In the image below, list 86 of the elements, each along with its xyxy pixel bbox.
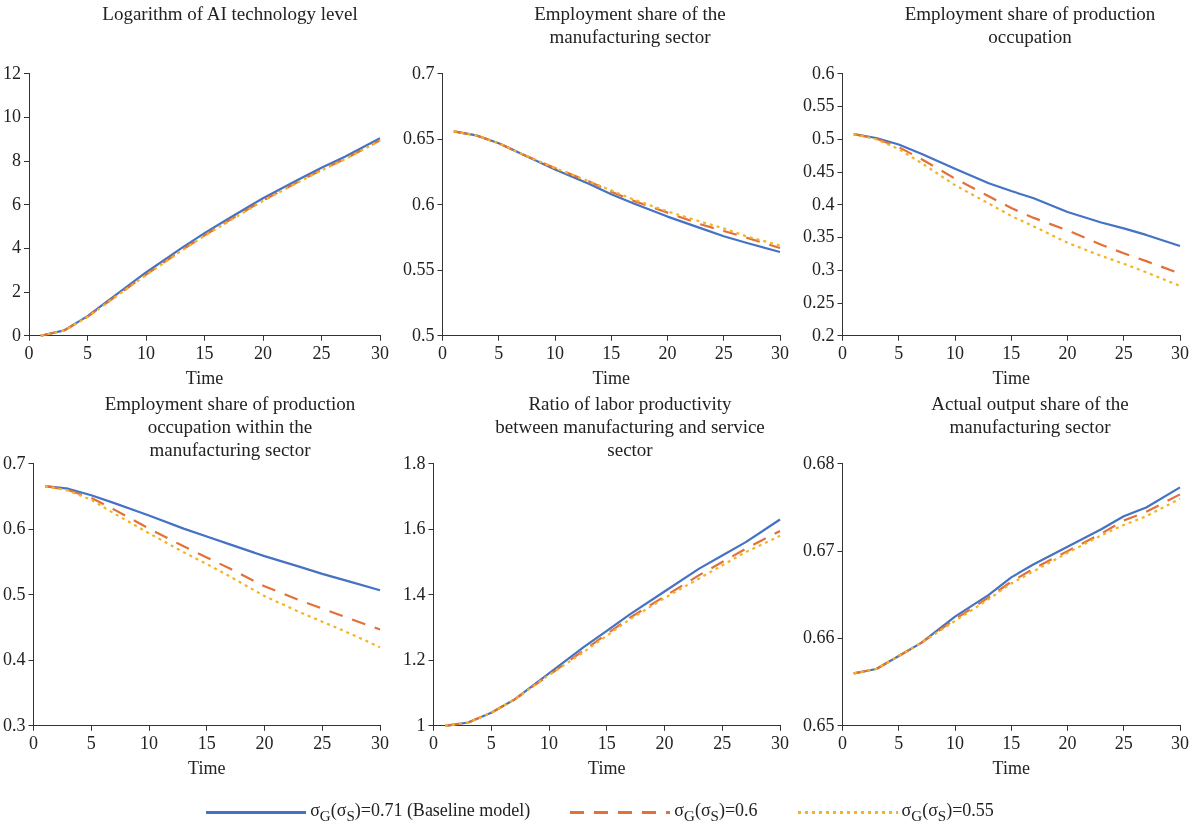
y-tick-label: 1.6: [403, 518, 426, 539]
x-tick-label: 10: [137, 343, 155, 364]
x-tick-label: 20: [1058, 733, 1077, 754]
y-tick-label: 8: [12, 149, 21, 170]
x-tick-label: 5: [494, 343, 504, 364]
x-tick-label: 25: [1114, 343, 1133, 364]
chart-title: Ratio of labor productivity between manufacturing and service sector: [495, 392, 765, 461]
y-tick-label: 6: [12, 193, 21, 214]
y-tick-label: 0.25: [803, 291, 835, 312]
y-tick-label: 4: [12, 237, 21, 258]
x-tick-label: 15: [1002, 343, 1021, 364]
chart-title: Employment share of the manufacturing sector: [533, 2, 727, 48]
y-tick-label: 0.6: [812, 62, 835, 83]
x-tick-label: 5: [83, 343, 92, 364]
x-tick-label: 5: [86, 733, 96, 754]
y-tick-label: 1: [416, 714, 426, 735]
y-tick-label: 0.3: [3, 714, 26, 735]
x-axis-title: Time: [592, 367, 630, 388]
x-tick-label: 15: [197, 733, 216, 754]
y-tick-label: 0.66: [803, 627, 835, 648]
y-tick-label: 1.2: [403, 649, 426, 670]
x-tick-label: 25: [714, 343, 733, 364]
x-tick-label: 10: [546, 343, 564, 364]
x-tick-label: 15: [195, 343, 214, 364]
y-tick-label: 0: [12, 324, 21, 345]
x-tick-label: 15: [602, 343, 621, 364]
x-tick-label: 20: [658, 343, 677, 364]
y-tick-label: 1.8: [403, 452, 426, 473]
legend-label: σ$_{G}$(σ$_{S}$)=0.6: [674, 800, 758, 825]
y-tick-label: 0.65: [403, 128, 435, 149]
y-tick-label: 0.4: [3, 649, 26, 670]
y-tick-label: 0.45: [803, 160, 835, 181]
y-tick-label: 0.7: [3, 452, 26, 473]
chart-title: Employment share of production occupation: [903, 2, 1157, 48]
y-tick-label: 0.5: [3, 583, 26, 604]
x-axis-title: Time: [992, 757, 1030, 778]
x-axis-title: Time: [185, 367, 224, 388]
y-tick-label: 0.7: [412, 62, 435, 83]
x-axis-title: Time: [588, 757, 626, 778]
x-tick-label: 25: [1114, 733, 1133, 754]
x-tick-label: 30: [1171, 733, 1189, 754]
x-tick-label: 15: [1002, 733, 1021, 754]
y-tick-label: 0.55: [403, 259, 435, 280]
y-tick-label: 0.65: [803, 714, 835, 735]
x-tick-label: 15: [597, 733, 616, 754]
legend-label: σ$_{G}$(σ$_{S}$)=0.55: [901, 800, 994, 825]
chart-title: Employment share of production occupation within the manufacturing sector: [103, 392, 357, 461]
x-tick-label: 25: [313, 733, 332, 754]
x-axis-title: Time: [992, 367, 1030, 388]
y-tick-label: 0.6: [3, 518, 26, 539]
y-tick-label: 0.4: [812, 193, 835, 214]
x-tick-label: 5: [894, 733, 904, 754]
y-tick-label: 12: [3, 62, 21, 83]
x-tick-label: 5: [486, 733, 496, 754]
x-tick-label: 25: [713, 733, 732, 754]
legend-label: σ$_{G}$(σ$_{S}$)=0.71 (Baseline model): [310, 800, 531, 825]
y-tick-label: 1.4: [403, 583, 426, 604]
chart-title: Actual output share of the manufacturing sector: [930, 392, 1130, 438]
x-tick-label: 25: [312, 343, 331, 364]
x-axis-title: Time: [188, 757, 226, 778]
y-tick-label: 0.3: [812, 259, 835, 280]
x-tick-label: 10: [946, 733, 964, 754]
y-tick-label: 0.5: [412, 324, 435, 345]
x-tick-label: 10: [540, 733, 558, 754]
x-tick-label: 30: [771, 733, 789, 754]
y-tick-label: 0.5: [812, 128, 835, 149]
y-tick-label: 10: [3, 106, 21, 127]
chart-title: Logarithm of AI technology level: [101, 2, 359, 25]
y-tick-label: 0.67: [803, 539, 835, 560]
x-tick-label: 10: [946, 343, 964, 364]
y-tick-label: 0.2: [812, 324, 835, 345]
x-tick-label: 20: [1058, 343, 1077, 364]
y-tick-label: 0.68: [803, 452, 835, 473]
x-tick-label: 30: [1171, 343, 1189, 364]
x-tick-label: 30: [771, 343, 789, 364]
y-tick-label: 0.55: [803, 95, 835, 116]
x-tick-label: 20: [255, 733, 274, 754]
x-tick-label: 5: [894, 343, 904, 364]
x-tick-label: 30: [371, 733, 389, 754]
x-tick-label: 20: [655, 733, 674, 754]
y-tick-label: 0.35: [803, 226, 835, 247]
y-tick-label: 2: [12, 280, 21, 301]
y-tick-label: 0.6: [412, 193, 435, 214]
x-tick-label: 20: [254, 343, 272, 364]
x-tick-label: 30: [371, 343, 389, 364]
x-tick-label: 10: [140, 733, 158, 754]
